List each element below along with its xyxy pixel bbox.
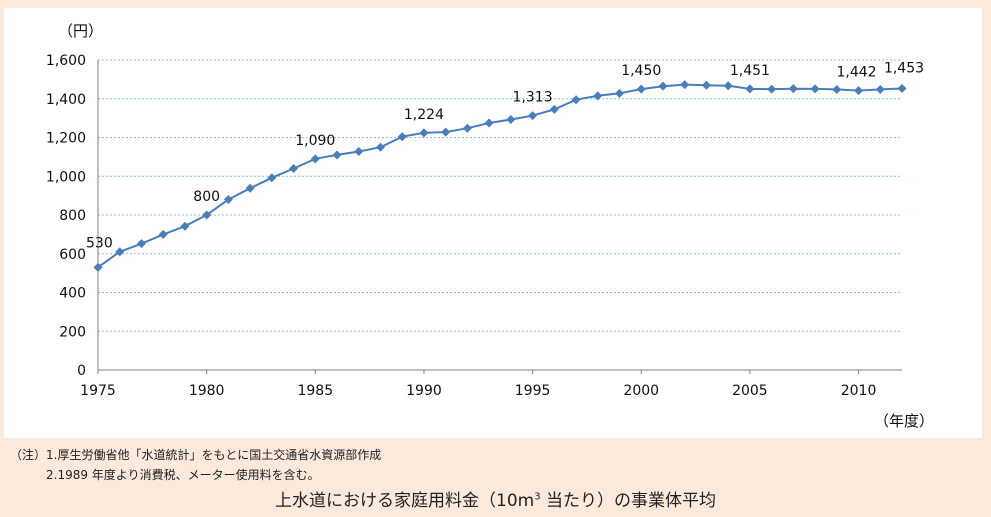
data-point-2000 (636, 84, 646, 94)
data-label-1985: 1,090 (295, 133, 335, 149)
data-label-1995: 1,313 (513, 90, 553, 106)
data-point-2009 (832, 84, 842, 94)
y-tick-label: 600 (59, 247, 86, 263)
data-point-1979 (180, 221, 190, 231)
x-tick-label: 1980 (189, 383, 225, 399)
y-tick-label: 0 (77, 363, 86, 379)
data-point-1976 (115, 247, 125, 257)
y-tick-label: 1,000 (46, 169, 86, 185)
y-tick-label: 200 (59, 324, 86, 340)
data-point-2010 (854, 86, 864, 96)
data-point-2006 (767, 84, 777, 94)
data-point-2012 (897, 83, 907, 93)
caption-text-before: 上水道における家庭用料金（10m (275, 491, 535, 511)
chart-panel: 0 200 400 600 800 1,000 1,200 1,400 1,600 1975 198… (4, 8, 982, 438)
x-tick-label: 1995 (515, 383, 551, 399)
data-point-1989 (397, 132, 407, 142)
data-label-2012: 1,453 (884, 60, 924, 76)
data-point-2008 (810, 84, 820, 94)
data-point-1998 (593, 91, 603, 101)
tax-note: 2.1989 年度より消費税、メーター使用料を含む。 (46, 468, 320, 482)
x-tick-label: 1985 (297, 383, 333, 399)
y-tick-label: 1,600 (46, 53, 86, 69)
y-axis-unit-label: （円） (58, 22, 103, 40)
data-point-2001 (658, 81, 668, 91)
x-axis-unit-label: （年度） (874, 412, 934, 430)
data-label-2000: 1,450 (621, 63, 661, 79)
caption-text-after: 当たり）の事業体平均 (540, 491, 716, 511)
data-point-1984 (289, 164, 299, 173)
data-label-1990: 1,224 (404, 107, 444, 123)
data-point-1997 (571, 95, 581, 105)
data-point-1981 (223, 195, 233, 204)
figure-caption: 上水道における家庭用料金（10m3 当たり）の事業体平均 (0, 486, 991, 511)
y-tick-label: 400 (59, 286, 86, 302)
source-note: （注）1.厚生労働省他「水道統計」をもとに国土交通省水資源部作成 (10, 448, 382, 462)
data-point-1992 (462, 123, 472, 133)
data-label-2005: 1,451 (730, 63, 770, 79)
data-point-1978 (158, 229, 168, 239)
caption-superscript: 3 (534, 491, 541, 503)
data-point-2005 (745, 84, 755, 94)
data-point-2003 (701, 80, 711, 90)
data-point-1985 (310, 154, 320, 164)
y-tick-label: 1,400 (46, 92, 86, 108)
data-point-2004 (723, 81, 733, 91)
data-point-1994 (506, 114, 516, 124)
data-point-1987 (354, 146, 364, 156)
data-point-1991 (441, 127, 451, 137)
y-tick-label: 800 (59, 208, 86, 224)
x-tick-label: 2010 (841, 383, 877, 399)
data-label-1980: 800 (193, 189, 220, 205)
data-point-1993 (484, 118, 494, 128)
data-point-1999 (615, 88, 625, 98)
data-point-2002 (680, 80, 690, 90)
data-point-2007 (788, 84, 798, 94)
data-label-1975: 530 (86, 235, 113, 251)
y-tick-label: 1,200 (46, 131, 86, 147)
x-tick-label: 2005 (732, 383, 768, 399)
data-point-1986 (332, 150, 342, 160)
data-label-2010: 1,442 (836, 65, 876, 81)
data-point-1975 (93, 262, 103, 272)
x-tick-label: 1990 (406, 383, 442, 399)
data-point-1988 (375, 142, 385, 152)
data-point-2011 (875, 84, 885, 94)
x-tick-label: 2000 (623, 383, 659, 399)
data-point-1983 (267, 173, 277, 183)
data-point-1996 (549, 104, 559, 114)
data-point-1990 (419, 128, 429, 138)
x-tick-label: 1975 (80, 383, 116, 399)
data-point-1980 (202, 210, 212, 220)
data-point-1977 (136, 239, 146, 249)
line-chart: 0 200 400 600 800 1,000 1,200 1,400 1,600 1975 198… (46, 22, 934, 430)
data-point-1995 (528, 111, 538, 121)
data-point-1982 (245, 183, 255, 193)
